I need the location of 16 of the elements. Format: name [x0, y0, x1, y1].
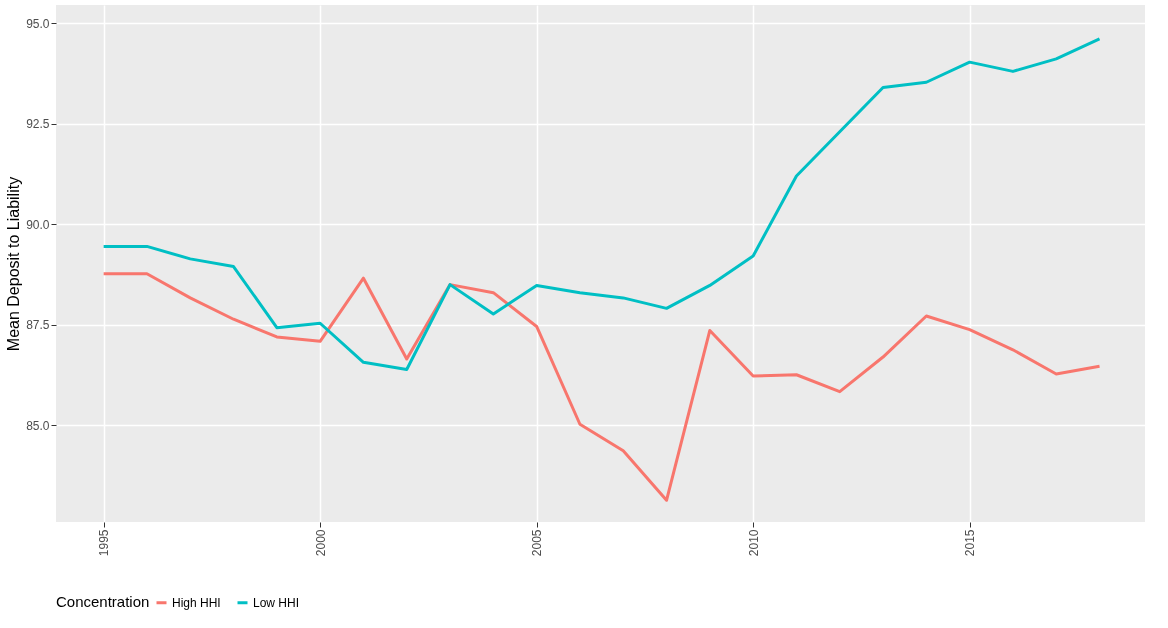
y-tick-label: 90.0 — [26, 217, 50, 232]
y-tick-label: 92.5 — [26, 117, 50, 132]
legend-label: Low HHI — [253, 595, 300, 610]
y-tick-label: 85.0 — [26, 418, 50, 433]
x-tick-label: 1995 — [97, 529, 112, 557]
y-tick-label: 95.0 — [26, 16, 50, 31]
line-series — [102, 272, 1102, 502]
y-tick-label: 87.5 — [26, 318, 50, 333]
legend-title: Concentration — [56, 593, 150, 610]
x-tick-label: 2015 — [963, 529, 978, 557]
y-axis-title: Mean Deposit to Liability — [5, 176, 23, 352]
x-tick-label: 2005 — [530, 529, 545, 557]
x-tick-label: 2000 — [313, 529, 328, 557]
line-series — [102, 37, 1102, 372]
legend-label: High HHI — [172, 595, 221, 610]
x-tick-label: 2010 — [746, 529, 761, 557]
